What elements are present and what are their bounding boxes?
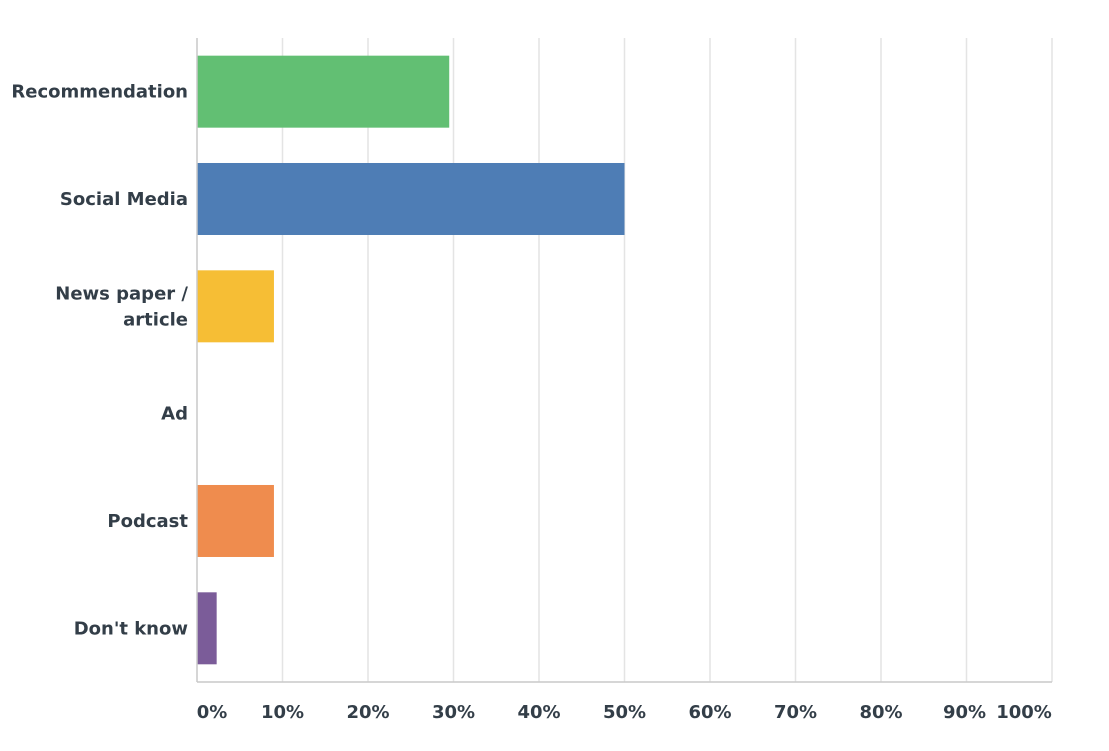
- tick-labels: 0% 10% 20% 30% 40% 50% 60% 70% 80% 90% 100%: [197, 702, 1052, 723]
- category-label: Ad: [161, 404, 188, 425]
- category-label-line: Ad: [161, 404, 188, 425]
- axes: [196, 38, 1052, 683]
- category-label: Recommendation: [11, 82, 188, 103]
- bar: [197, 162, 625, 235]
- category-labels: Recommendation Social Media News paper / ar…: [11, 82, 188, 640]
- category-label-line: Recommendation: [11, 82, 188, 103]
- category-label-line: Social Media: [60, 189, 188, 210]
- category-label: Social Media: [60, 189, 188, 210]
- category-label: Podcast: [107, 511, 188, 532]
- x-tick-label: 20%: [346, 702, 389, 723]
- bar: [197, 484, 274, 557]
- x-tick-label: 0%: [197, 702, 228, 723]
- bar: [197, 592, 217, 665]
- x-tick-label: 40%: [517, 702, 560, 723]
- x-tick-label: 90%: [943, 702, 986, 723]
- x-tick-label: 70%: [774, 702, 817, 723]
- x-tick-label: 60%: [688, 702, 731, 723]
- x-tick-label: 100%: [996, 702, 1052, 723]
- bar: [197, 55, 450, 128]
- gridlines: [281, 38, 1053, 682]
- category-label-line: Don't know: [74, 618, 188, 639]
- category-label-line: article: [123, 309, 188, 330]
- x-tick-label: 50%: [603, 702, 646, 723]
- x-tick-label: 80%: [859, 702, 902, 723]
- bar: [197, 270, 274, 343]
- category-label-line: News paper /: [55, 283, 188, 304]
- x-tick-label: 30%: [432, 702, 475, 723]
- category-label-line: Podcast: [107, 511, 188, 532]
- x-tick-label: 10%: [261, 702, 304, 723]
- category-label: News paper / article: [55, 283, 188, 330]
- category-label: Don't know: [74, 618, 188, 639]
- bars: [197, 55, 625, 665]
